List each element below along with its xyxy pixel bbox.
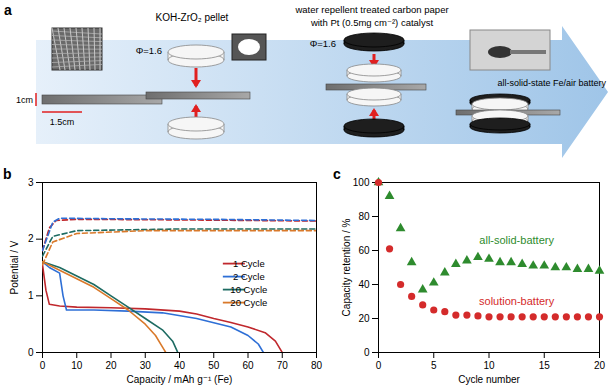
svg-text:20: 20 <box>358 313 370 324</box>
svg-text:10: 10 <box>483 360 495 371</box>
svg-text:15: 15 <box>539 360 551 371</box>
svg-text:80: 80 <box>358 211 370 222</box>
svg-text:10: 10 <box>71 360 83 371</box>
svg-text:Cycle number: Cycle number <box>458 374 520 385</box>
svg-text:30: 30 <box>140 360 152 371</box>
svg-text:Capacity / mAh g⁻¹ (Fe): Capacity / mAh g⁻¹ (Fe) <box>127 374 233 385</box>
svg-text:all-solid-state Fe/air battery: all-solid-state Fe/air battery <box>497 78 606 88</box>
svg-text:1: 1 <box>28 290 34 301</box>
svg-text:all-solid-battery: all-solid-battery <box>479 234 554 246</box>
svg-text:40: 40 <box>358 279 370 290</box>
svg-text:solution-battery: solution-battery <box>479 295 555 307</box>
svg-text:70: 70 <box>277 360 289 371</box>
svg-text:20 Cycle: 20 Cycle <box>230 297 267 308</box>
svg-text:0: 0 <box>364 347 370 358</box>
svg-text:2 Cycle: 2 Cycle <box>233 271 265 282</box>
html-text:b: b <box>3 166 12 182</box>
svg-text:a: a <box>4 2 12 18</box>
svg-text:0: 0 <box>40 360 46 371</box>
svg-text:2: 2 <box>28 233 34 244</box>
svg-text:10 Cycle: 10 Cycle <box>230 284 267 295</box>
svg-text:80: 80 <box>311 360 323 371</box>
svg-text:20: 20 <box>594 360 606 371</box>
svg-text:KOH-ZrO₂ pellet: KOH-ZrO₂ pellet <box>156 12 229 23</box>
svg-text:Φ=1.6: Φ=1.6 <box>310 38 336 49</box>
svg-text:100: 100 <box>353 177 370 188</box>
svg-text:50: 50 <box>208 360 220 371</box>
svg-text:1 Cycle: 1 Cycle <box>233 258 265 269</box>
svg-text:20: 20 <box>105 360 117 371</box>
svg-text:0: 0 <box>28 347 34 358</box>
svg-text:3: 3 <box>28 177 34 188</box>
svg-text:with Pt (0.5mg cm⁻²) catalyst: with Pt (0.5mg cm⁻²) catalyst <box>310 17 434 28</box>
svg-text:Capacity retention / %: Capacity retention / % <box>341 218 352 316</box>
html-text:c: c <box>333 166 341 182</box>
svg-text:60: 60 <box>242 360 254 371</box>
svg-text:0: 0 <box>376 360 382 371</box>
svg-text:Potential / V: Potential / V <box>9 240 20 294</box>
svg-text:1cm: 1cm <box>16 95 33 105</box>
svg-text:1.5cm: 1.5cm <box>50 117 75 127</box>
svg-text:Φ=1.6: Φ=1.6 <box>136 45 162 56</box>
svg-text:40: 40 <box>174 360 186 371</box>
svg-text:water repellent treated carbon: water repellent treated carbon paper <box>294 4 448 15</box>
svg-text:5: 5 <box>431 360 437 371</box>
svg-text:60: 60 <box>358 245 370 256</box>
